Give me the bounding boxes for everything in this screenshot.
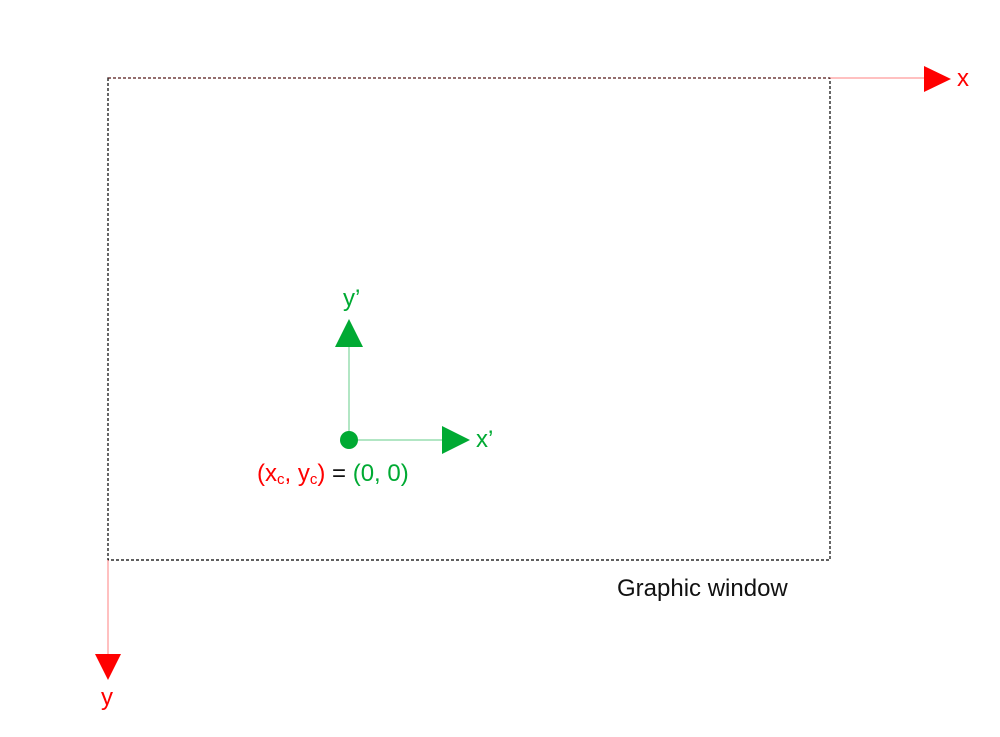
origin-y-subscript: c — [310, 471, 318, 488]
local-x-axis-arrowhead — [442, 426, 470, 454]
origin-comma: , — [285, 460, 298, 487]
graphic-window-caption: Graphic window — [617, 575, 788, 602]
local-y-axis-arrowhead — [335, 319, 363, 347]
origin-close-paren: ) — [317, 460, 325, 487]
world-x-axis-arrowhead — [924, 66, 951, 92]
origin-value: (0, 0) — [353, 460, 409, 487]
origin-equals: = — [325, 460, 352, 487]
local-y-axis-label: y’ — [343, 285, 360, 312]
world-y-axis-arrowhead — [95, 654, 121, 680]
origin-x-subscript: c — [277, 471, 285, 488]
local-x-axis-label: x’ — [476, 426, 493, 453]
graphic-window-border — [107, 77, 831, 561]
world-x-axis-label: x — [957, 65, 969, 92]
origin-open-paren: ( — [257, 460, 265, 487]
local-origin-dot — [340, 431, 358, 449]
origin-x-symbol: x — [265, 460, 277, 487]
origin-label: (xc, yc) = (0, 0) — [257, 460, 409, 488]
origin-y-symbol: y — [298, 460, 310, 487]
world-y-axis-label: y — [101, 684, 113, 711]
